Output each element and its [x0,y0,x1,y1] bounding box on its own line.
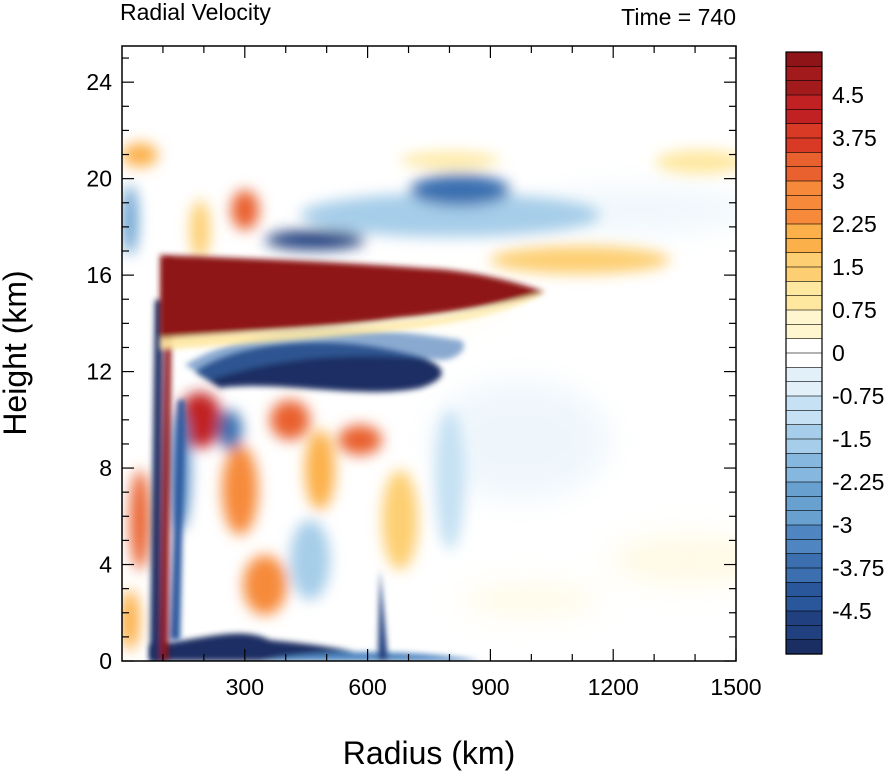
colorbar-label: -4.5 [832,598,872,624]
colorbar-segment [785,137,823,153]
colorbar-segment [785,610,823,626]
colorbar: 4.5 3.75 3 2.25 1.5 0.75 0 -0.75 -1.5 -2.25 -3 -3.7… [785,51,884,655]
colorbar-segment [785,367,823,383]
y-tick-label: 24 [86,69,112,95]
x-tick-label: 1500 [710,674,761,700]
colorbar-frame [785,51,823,655]
colorbar-segment [785,309,823,325]
colorbar-label: 1.5 [832,254,864,280]
colorbar-segment [785,152,823,168]
y-axis-label: Height (km) [0,270,33,435]
colorbar-segment [785,410,823,426]
chart-title: Radial Velocity [120,0,271,25]
y-tick-label: 0 [99,648,112,674]
colorbar-label: 4.5 [832,82,864,108]
colorbar-segment [785,424,823,440]
colorbar-segment [785,510,823,526]
colorbar-segment [785,80,823,96]
colorbar-segment [785,166,823,182]
chart-subtitle: Time = 740 [621,4,736,30]
colorbar-segment [785,524,823,540]
colorbar-label: 0 [832,340,845,366]
colorbar-label: 3 [832,168,845,194]
colorbar-segment [785,223,823,239]
x-tick-label: 1200 [588,674,639,700]
y-tick-label: 12 [86,359,112,385]
colorbar-segment [785,438,823,454]
colorbar-segment [785,496,823,512]
x-tick-label: 300 [226,674,264,700]
colorbar-segment [785,395,823,411]
x-tick-label: 600 [348,674,386,700]
colorbar-segment [785,238,823,254]
colorbar-label: -0.75 [832,383,884,409]
colorbar-segment [785,338,823,354]
colorbar-segment [785,295,823,311]
colorbar-segment [785,381,823,397]
colorbar-segment [785,109,823,125]
x-tick-label: 900 [471,674,509,700]
colorbar-label: 0.75 [832,297,877,323]
colorbar-label: -3.75 [832,555,884,581]
colorbar-segment [785,639,823,655]
colorbar-segment [785,481,823,497]
colorbar-segment [785,266,823,282]
colorbar-segment [785,281,823,297]
colorbar-label: 3.75 [832,125,877,151]
colorbar-segment [785,94,823,110]
colorbar-segment [785,180,823,196]
colorbar-segment [785,582,823,598]
colorbar-segment [785,324,823,340]
colorbar-segment [785,352,823,368]
y-tick-label: 8 [99,455,112,481]
y-axis: 0 4 8 12 16 20 24 [86,57,736,674]
colorbar-segment [785,625,823,641]
x-axis-label: Radius (km) [343,735,515,771]
x-axis: 300 600 900 1200 1500 [162,46,762,700]
colorbar-segment [785,123,823,139]
colorbar-segment [785,66,823,82]
colorbar-segment [785,539,823,555]
colorbar-segment [785,51,823,67]
colorbar-segment [785,567,823,583]
colorbar-label: 2.25 [832,211,877,237]
colorbar-label: -2.25 [832,469,884,495]
colorbar-segment [785,195,823,211]
colorbar-segment [785,252,823,268]
colorbar-segment [785,467,823,483]
colorbar-segment [785,596,823,612]
colorbar-segment [785,453,823,469]
y-tick-label: 20 [86,166,112,192]
colorbar-segment [785,553,823,569]
y-tick-label: 4 [99,552,112,578]
heatmap-field [122,143,736,661]
colorbar-label: -1.5 [832,426,872,452]
plot-frame [121,45,737,662]
y-tick-label: 16 [86,262,112,288]
colorbar-label: -3 [832,512,852,538]
colorbar-segment [785,209,823,225]
